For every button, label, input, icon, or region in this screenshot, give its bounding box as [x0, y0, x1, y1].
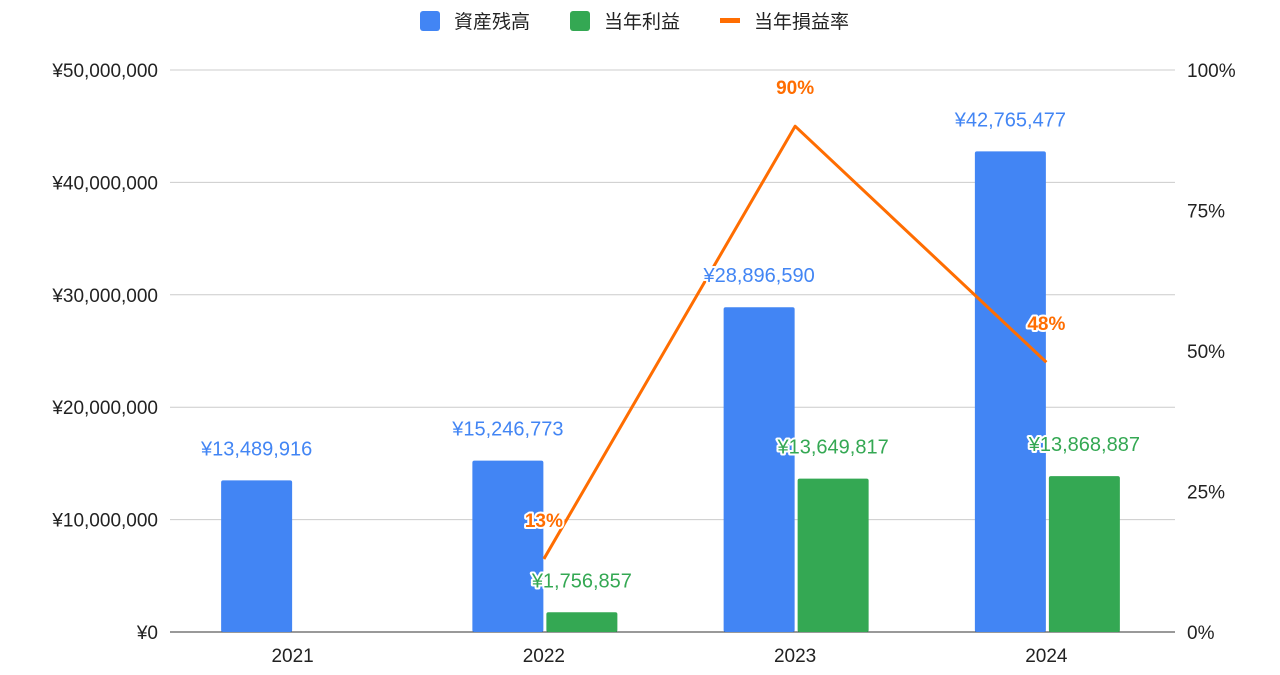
right-tick-label: 100%: [1187, 61, 1236, 82]
asset-data-label: ¥13,489,916: [200, 438, 312, 460]
profit-data-label: ¥1,756,857: [531, 570, 632, 592]
asset-data-label: ¥28,896,590: [703, 265, 815, 287]
left-tick-label: ¥50,000,000: [51, 61, 158, 82]
right-tick-label: 0%: [1187, 623, 1215, 644]
legend-label: 当年利益: [604, 11, 680, 33]
x-tick-label: 2022: [523, 646, 565, 667]
legend-swatch-1: [570, 11, 590, 31]
right-tick-label: 75%: [1187, 202, 1225, 223]
asset-data-label: ¥15,246,773: [451, 419, 563, 441]
bar-asset: [221, 480, 293, 632]
right-tick-label: 50%: [1187, 342, 1225, 363]
data-labels: 13% 90% 48% ¥13,489,916 ¥15,246,773 ¥28,896,5…: [198, 76, 1142, 594]
bars: [221, 151, 1120, 632]
x-tick-label: 2024: [1025, 646, 1068, 667]
bar-asset: [472, 460, 544, 632]
rate-data-label: 13%: [525, 511, 563, 532]
profit-data-label: ¥13,649,817: [777, 437, 889, 459]
axes: ¥0 ¥10,000,000 ¥20,000,000 ¥30,000,000 ¥40,0…: [51, 61, 1235, 667]
bar-asset: [974, 151, 1046, 632]
legend-swatch-0: [420, 11, 440, 31]
line-series: [542, 124, 1048, 560]
left-tick-label: ¥10,000,000: [51, 511, 158, 532]
rate-data-label: 48%: [1027, 314, 1065, 335]
bar-profit: [546, 612, 618, 632]
left-tick-label: ¥30,000,000: [51, 286, 158, 307]
right-tick-label: 25%: [1187, 483, 1225, 504]
rate-line: [542, 124, 1048, 560]
legend[interactable]: 資産残高 当年利益 当年損益率: [420, 11, 849, 33]
rate-data-label: 90%: [776, 78, 814, 99]
left-tick-label: ¥40,000,000: [51, 173, 158, 194]
legend-label: 当年損益率: [754, 11, 849, 33]
left-tick-label: ¥0: [136, 623, 158, 644]
bar-asset: [723, 307, 795, 632]
asset-data-label: ¥42,765,477: [954, 109, 1066, 131]
x-tick-label: 2023: [774, 646, 816, 667]
legend-label: 資産残高: [454, 11, 530, 33]
left-tick-label: ¥20,000,000: [51, 398, 158, 419]
profit-data-label: ¥13,868,887: [1028, 434, 1140, 456]
x-tick-label: 2021: [271, 646, 313, 667]
bar-profit: [1048, 476, 1120, 632]
legend-line-swatch: [720, 18, 740, 23]
bar-profit: [797, 478, 869, 632]
